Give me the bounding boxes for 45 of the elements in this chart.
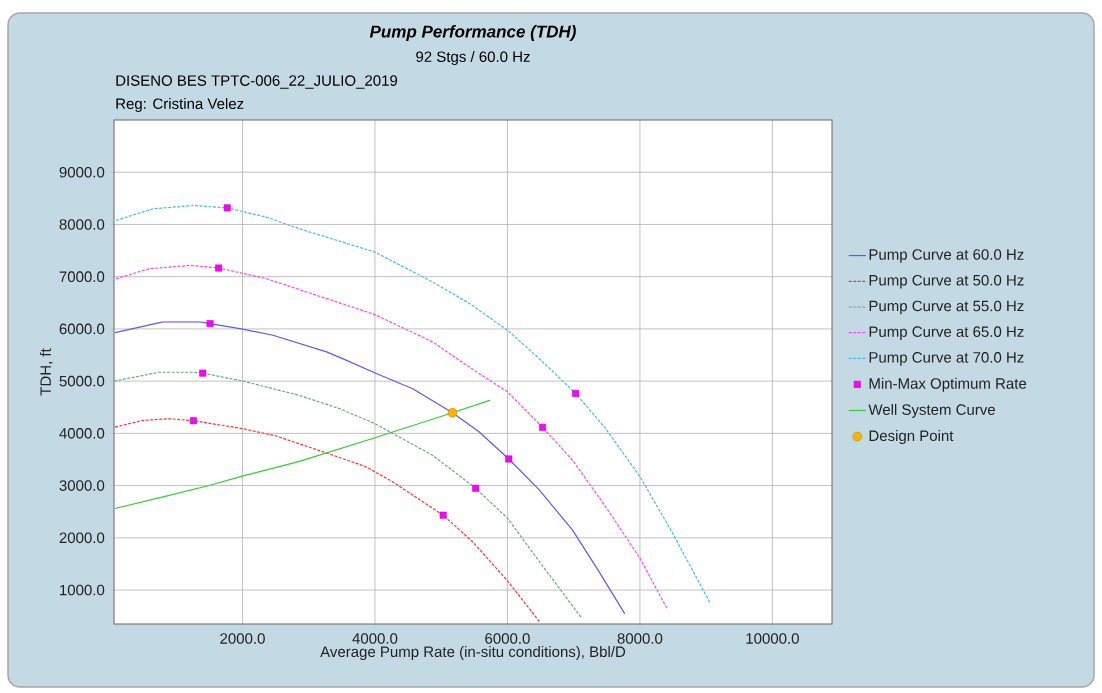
chart-subtitle: 92 Stgs / 60.0 Hz [416,51,530,65]
point [439,511,447,519]
point [539,423,547,431]
line-series [114,321,626,615]
x-tick-label: 4000.0 [352,633,398,644]
y-axis-title: TDH, ft [39,348,53,396]
legend-label: Well System Curve [868,403,995,418]
line-series [114,399,491,510]
y-tick-label: 3000.0 [59,480,105,491]
y-tick-label: 5000.0 [59,375,105,387]
point [447,407,458,418]
x-tick-label: 6000.0 [485,633,530,644]
y-tick-label: 7000.0 [59,271,105,282]
legend-label: Pump Curve at 70.0 Hz [869,352,1024,366]
line-series [114,418,540,622]
y-tick-label: 6000.0 [59,323,105,335]
y-tick-label: 2000.0 [59,532,105,544]
point [199,369,207,377]
legend-label: Pump Curve at 50.0 Hz [869,274,1024,289]
legend-label: Pump Curve at 55.0 Hz [869,300,1024,315]
legend-label: Pump Curve at 65.0 Hz [869,326,1024,340]
y-tick-label: 4000.0 [59,428,105,439]
point [206,320,214,328]
x-tick-label: 10000.0 [746,633,799,644]
legend-label: Design Point [869,430,954,445]
y-tick-label: 1000.0 [60,584,105,596]
text: DISENO BES TPTC-006_22_JULIO_2019 [116,75,398,89]
chart-title: Pump Performance (TDH) [369,25,576,41]
x-axis-title: Average Pump Rate (in-situ conditions), Bbl/D [320,646,626,660]
y-tick-label: 9000.0 [59,166,105,178]
line-series [115,204,711,604]
point [215,264,223,272]
y-tick-label: 8000.0 [59,219,105,230]
point [472,484,480,492]
point [505,455,513,463]
text: Reg: Cristina Velez [116,98,244,112]
point [572,390,580,397]
line-series [114,371,583,619]
legend-label: Min-Max Optimum Rate [869,377,1027,392]
point [190,417,197,425]
line-series [115,264,668,610]
legend-label: Pump Curve at 60.0 Hz [869,249,1024,263]
x-tick-label: 2000.0 [220,633,265,644]
x-tick-label: 8000.0 [617,633,663,644]
point [223,204,231,212]
